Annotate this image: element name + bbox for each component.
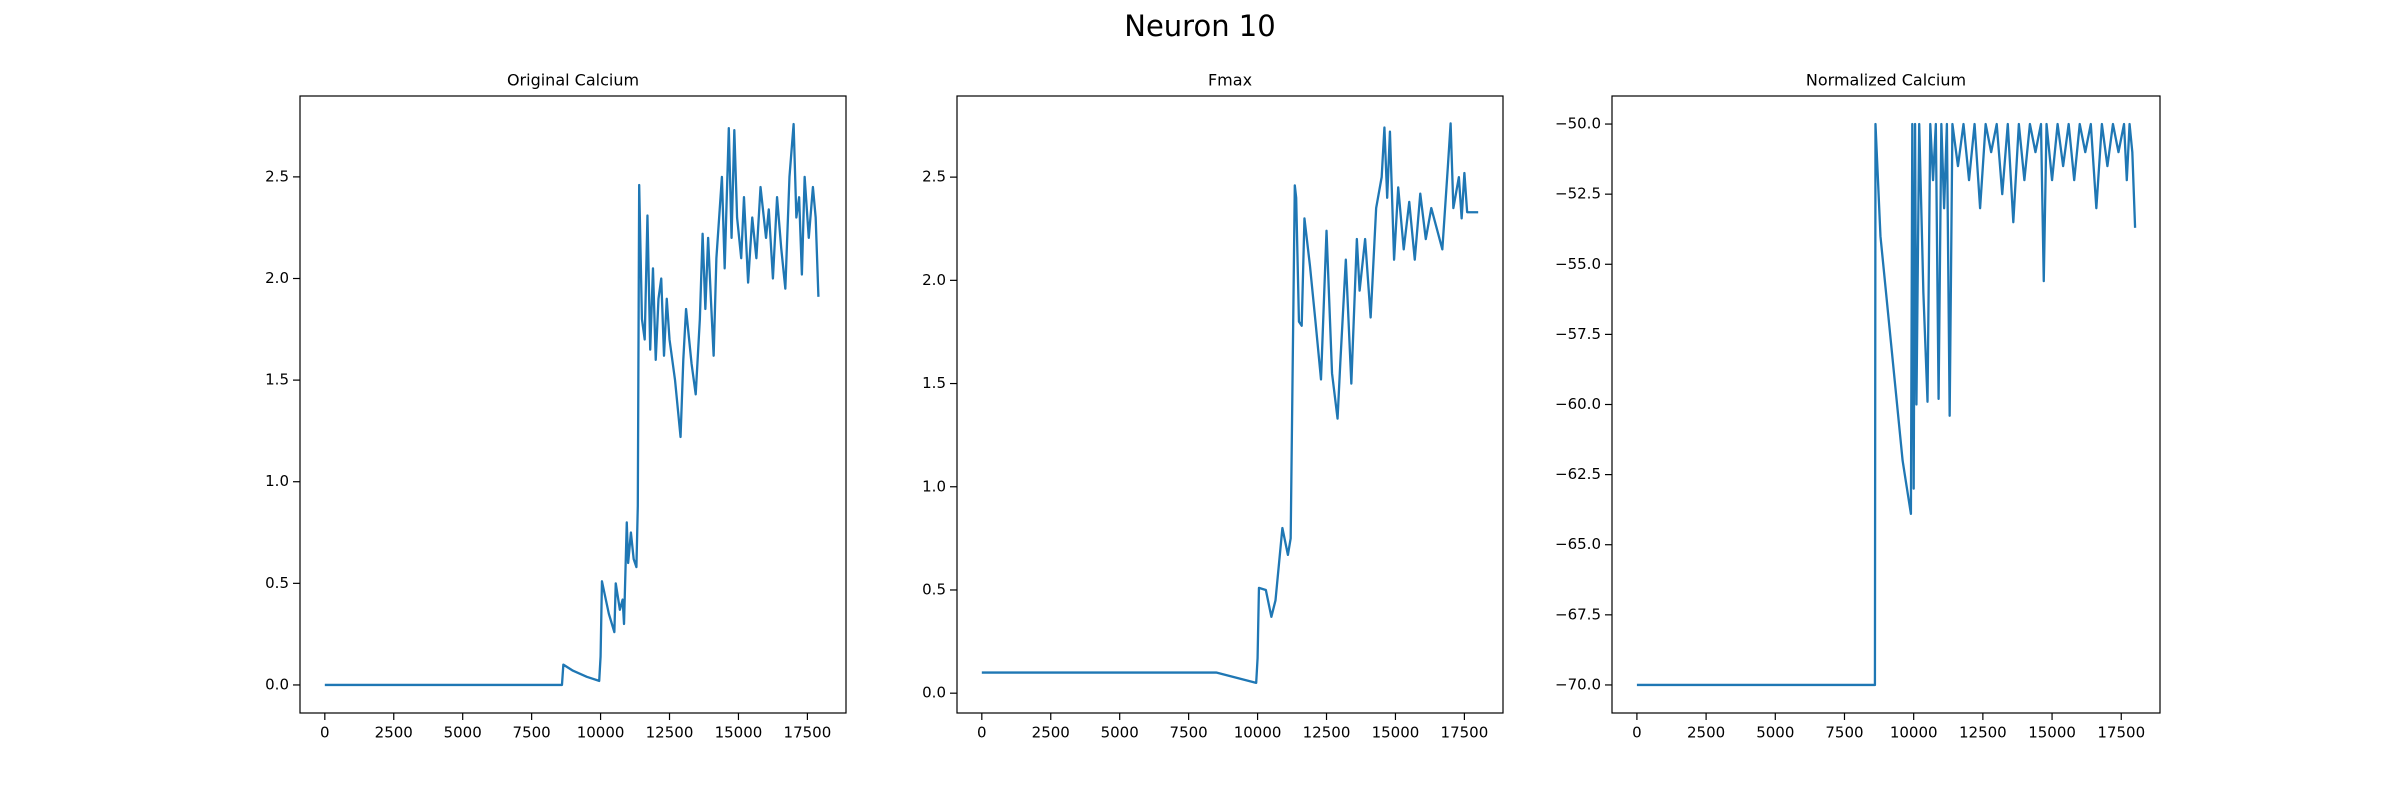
x-tick-label: 10000 bbox=[1234, 724, 1282, 742]
axes-frame bbox=[299, 95, 847, 714]
y-tick-label: 1.0 bbox=[922, 477, 946, 495]
data-line bbox=[981, 122, 1479, 685]
y-tick-label: 2.0 bbox=[922, 271, 946, 289]
axes-frame bbox=[1611, 95, 2161, 714]
x-tick-label: 12500 bbox=[646, 724, 694, 742]
x-tick-label: 2500 bbox=[1032, 724, 1070, 742]
axes-frame bbox=[956, 95, 1504, 714]
x-tick-label: 10000 bbox=[1890, 724, 1938, 742]
y-tick-label: −60.0 bbox=[1555, 395, 1601, 413]
x-tick-label: 0 bbox=[977, 724, 987, 742]
x-tick-label: 2500 bbox=[375, 724, 413, 742]
y-tick-label: −65.0 bbox=[1555, 535, 1601, 553]
y-tick-label: 0.5 bbox=[265, 574, 289, 592]
x-tick-label: 0 bbox=[320, 724, 330, 742]
y-tick-label: 2.0 bbox=[265, 269, 289, 287]
x-tick-label: 0 bbox=[1632, 724, 1642, 742]
y-tick-label: −50.0 bbox=[1555, 115, 1601, 133]
x-tick-label: 17500 bbox=[1441, 724, 1489, 742]
y-tick-label: −57.5 bbox=[1555, 325, 1601, 343]
x-tick-label: 15000 bbox=[2028, 724, 2076, 742]
y-tick-label: 1.5 bbox=[265, 371, 289, 389]
x-tick-label: 15000 bbox=[1372, 724, 1420, 742]
y-tick-label: −52.5 bbox=[1555, 185, 1601, 203]
x-tick-label: 7500 bbox=[513, 724, 551, 742]
figure-title: Neuron 10 bbox=[1124, 9, 1275, 43]
x-tick-label: 17500 bbox=[784, 724, 832, 742]
y-tick-label: 0.0 bbox=[922, 684, 946, 702]
x-tick-label: 7500 bbox=[1170, 724, 1208, 742]
x-tick-label: 5000 bbox=[1101, 724, 1139, 742]
y-tick-label: −62.5 bbox=[1555, 465, 1601, 483]
panel-title: Normalized Calcium bbox=[1806, 71, 1966, 90]
y-tick-label: 0.0 bbox=[265, 675, 289, 693]
panel-title: Original Calcium bbox=[507, 71, 639, 90]
y-tick-label: −55.0 bbox=[1555, 255, 1601, 273]
y-tick-label: −70.0 bbox=[1555, 675, 1601, 693]
data-line bbox=[1636, 122, 2137, 687]
x-tick-label: 7500 bbox=[1825, 724, 1863, 742]
x-tick-label: 5000 bbox=[1756, 724, 1794, 742]
x-tick-label: 12500 bbox=[1959, 724, 2007, 742]
y-tick-label: 0.5 bbox=[922, 580, 946, 598]
x-tick-label: 12500 bbox=[1303, 724, 1351, 742]
y-tick-label: 1.5 bbox=[922, 374, 946, 392]
y-tick-label: 2.5 bbox=[922, 168, 946, 186]
x-tick-label: 15000 bbox=[715, 724, 763, 742]
y-tick-label: −67.5 bbox=[1555, 605, 1601, 623]
x-tick-label: 17500 bbox=[2097, 724, 2145, 742]
x-tick-label: 10000 bbox=[577, 724, 625, 742]
data-line bbox=[324, 122, 820, 687]
panel-title: Fmax bbox=[1208, 71, 1252, 90]
x-tick-label: 2500 bbox=[1687, 724, 1725, 742]
x-tick-label: 5000 bbox=[444, 724, 482, 742]
y-tick-label: 2.5 bbox=[265, 167, 289, 185]
y-tick-label: 1.0 bbox=[265, 472, 289, 490]
